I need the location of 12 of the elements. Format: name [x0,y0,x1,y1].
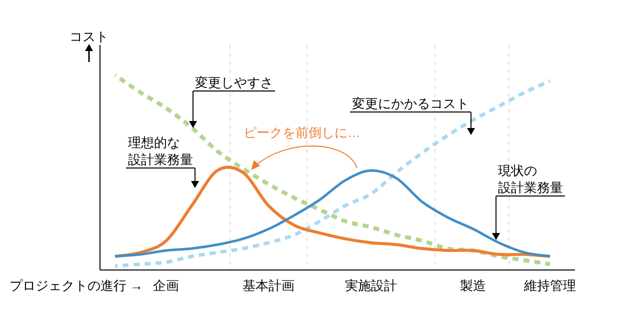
x-tick-label: 維持管理 [523,278,576,293]
annotation: 変更にかかるコスト [352,96,469,111]
y-axis-title: コスト [70,29,108,44]
x-tick-label: 企画 [153,278,180,293]
x-tick-label: 製造 [460,278,486,293]
x-axis-title: プロジェクトの進行 → [9,278,143,293]
x-tick-label: 実施設計 [344,278,397,293]
annotation: 現状の設計業務量 [498,163,563,195]
annotation: ピークを前倒しに… [244,125,360,140]
annotation: 変更しやすさ [195,75,273,90]
x-tick-label: 基本計画 [242,278,295,293]
annotation: 理想的な設計業務量 [128,135,193,167]
